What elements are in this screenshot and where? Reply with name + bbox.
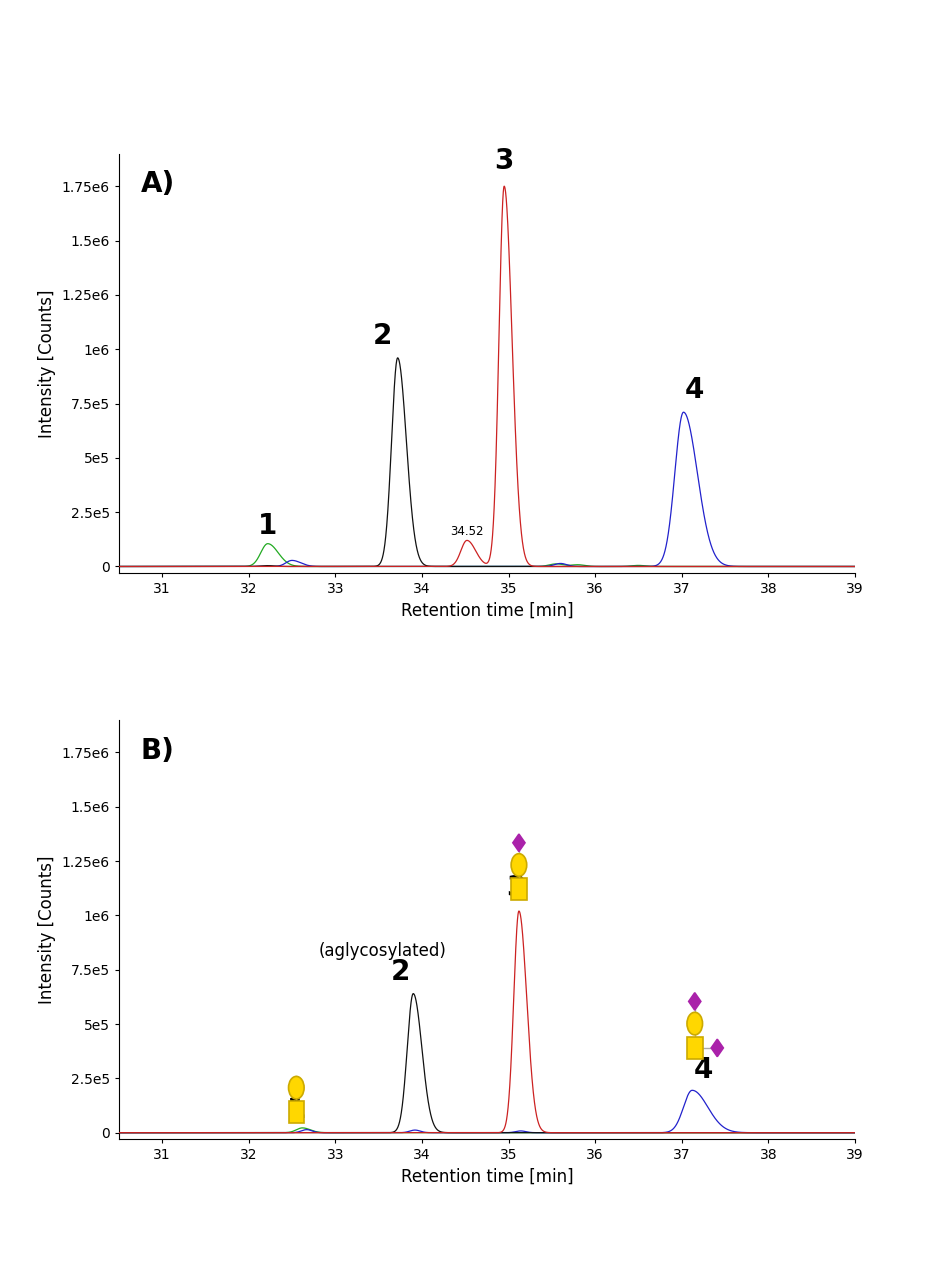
Text: 3: 3 — [505, 874, 525, 902]
Text: A): A) — [141, 170, 175, 198]
Text: 4: 4 — [685, 375, 705, 403]
Ellipse shape — [687, 1012, 703, 1036]
Text: 34.52: 34.52 — [450, 525, 484, 538]
FancyBboxPatch shape — [687, 1037, 703, 1059]
Ellipse shape — [289, 1076, 304, 1100]
Y-axis label: Intensity [Counts]: Intensity [Counts] — [38, 855, 56, 1004]
Text: 2: 2 — [390, 957, 410, 986]
Text: 2: 2 — [373, 323, 392, 351]
FancyBboxPatch shape — [511, 878, 526, 900]
Polygon shape — [689, 993, 701, 1010]
Text: 1: 1 — [258, 512, 277, 540]
Text: 4: 4 — [694, 1056, 713, 1084]
Text: 3: 3 — [495, 147, 514, 175]
Polygon shape — [712, 1039, 723, 1056]
Text: 1: 1 — [287, 1096, 306, 1124]
FancyBboxPatch shape — [289, 1101, 304, 1123]
X-axis label: Retention time [min]: Retention time [min] — [401, 1167, 573, 1185]
Y-axis label: Intensity [Counts]: Intensity [Counts] — [38, 289, 56, 438]
Text: (aglycosylated): (aglycosylated) — [319, 942, 446, 960]
Text: B): B) — [141, 736, 175, 764]
Ellipse shape — [511, 854, 526, 877]
X-axis label: Retention time [min]: Retention time [min] — [401, 602, 573, 620]
Polygon shape — [513, 835, 525, 851]
